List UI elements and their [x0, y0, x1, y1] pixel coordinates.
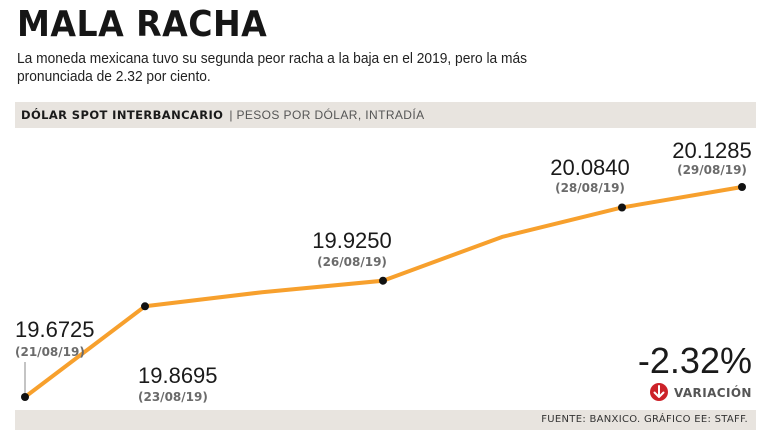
data-point-marker — [738, 183, 746, 191]
down-arrow-circle-icon — [650, 383, 668, 401]
marker-layer — [21, 183, 746, 401]
data-value-label: 19.6725 — [15, 317, 95, 342]
data-value-label: 20.1285 — [672, 138, 752, 163]
data-point-marker — [618, 203, 626, 212]
data-date-label: (23/08/19) — [138, 390, 208, 404]
page-title: MALA RACHA — [17, 4, 268, 45]
data-date-label: (28/08/19) — [555, 181, 625, 195]
variation-label: VARIACIÓN — [674, 385, 752, 400]
series-line — [23, 185, 744, 399]
variation-block: -2.32% VARIACIÓN — [638, 340, 752, 401]
data-value-label: 20.0840 — [550, 155, 630, 180]
units-label: PESOS POR DÓLAR, INTRADÍA — [236, 108, 425, 122]
source-note: FUENTE: BANXICO. GRÁFICO EE: STAFF. — [541, 414, 748, 425]
subtitle: La moneda mexicana tuvo su segunda peor … — [17, 51, 528, 85]
chart-header-band: DÓLAR SPOT INTERBANCARIO | PESOS POR DÓL… — [15, 102, 756, 128]
line-layer — [23, 185, 744, 399]
variation-value: -2.32% — [638, 340, 752, 381]
data-date-label: (29/08/19) — [677, 163, 747, 177]
data-date-label: (21/08/19) — [15, 345, 85, 359]
data-point-marker — [141, 302, 149, 311]
label-layer: 19.6725 (21/08/19) 19.8695 (23/08/19) 19.925… — [15, 138, 752, 404]
data-value-label: 19.8695 — [138, 363, 218, 388]
footer-band: FUENTE: BANXICO. GRÁFICO EE: STAFF. — [15, 410, 756, 430]
series-label: DÓLAR SPOT INTERBANCARIO — [21, 108, 224, 122]
data-point-marker — [379, 276, 387, 285]
data-value-label: 19.9250 — [312, 228, 392, 253]
data-point-marker — [21, 393, 29, 401]
band-separator: | — [229, 108, 233, 122]
data-date-label: (26/08/19) — [317, 255, 387, 269]
